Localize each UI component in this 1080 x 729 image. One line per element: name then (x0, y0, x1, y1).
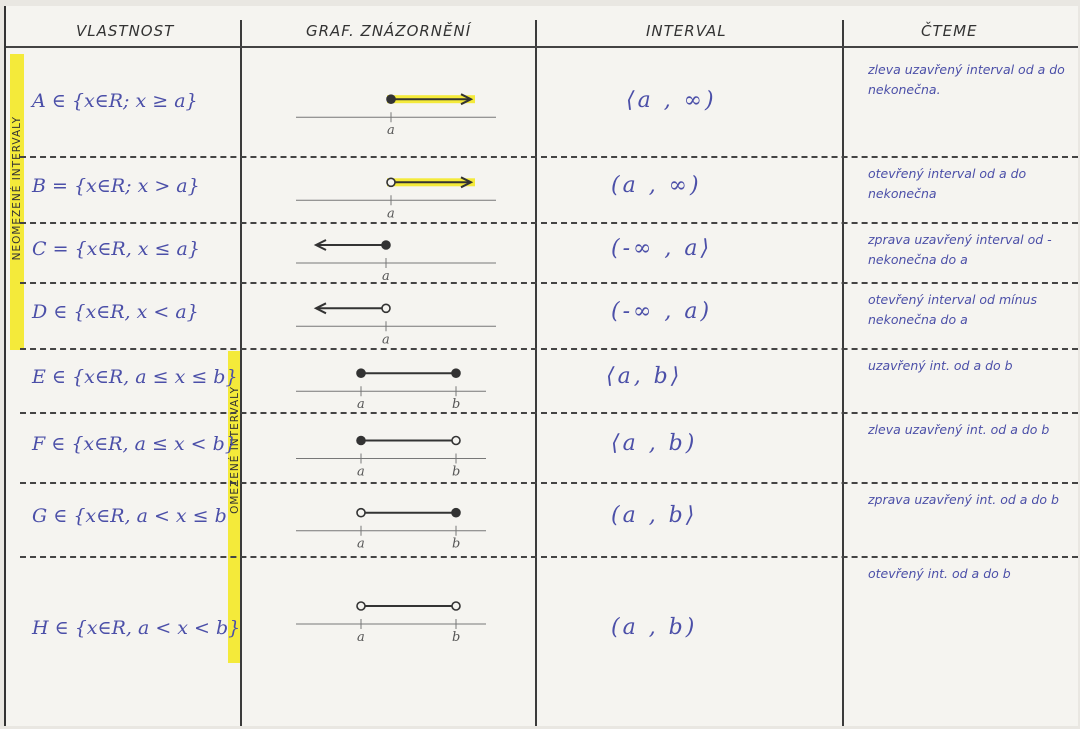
closed-endpoint (451, 368, 461, 379)
open-endpoint (356, 507, 366, 518)
reading-text: zleva uzavřený interval od a do nekonečn… (868, 62, 1065, 97)
reading-text: uzavřený int. od a do b (868, 358, 1013, 373)
endpoint-label: a (357, 465, 365, 480)
row-separator (20, 282, 1078, 284)
arrow-left-icon (313, 302, 327, 315)
reading-text: otevřený interval od a do nekonečna (868, 166, 1027, 201)
closed-endpoint (356, 435, 366, 446)
open-endpoint (381, 303, 391, 314)
endpoint-label: a (387, 206, 395, 221)
highlight-bounded (228, 351, 242, 663)
open-endpoint (356, 601, 366, 611)
interval-notation: (a , b) (611, 615, 698, 640)
property-formula: G ∈ {x∈R, a < x ≤ b (32, 505, 227, 527)
property-formula: E ∈ {x∈R, a ≤ x ≤ b} (32, 366, 238, 388)
property-formula: F ∈ {x∈R, a ≤ x < b} (32, 433, 237, 455)
row-separator (20, 348, 1078, 350)
number-line-graph: a (296, 93, 496, 138)
closed-endpoint (386, 94, 396, 105)
header-property: VLASTNOST (76, 22, 175, 40)
header-reading: ČTEME (921, 22, 978, 40)
endpoint-label: b (452, 397, 460, 412)
endpoint-label: b (452, 465, 460, 480)
property-formula: H ∈ {x∈R, a < x < b} (32, 617, 241, 639)
endpoint-label: b (452, 630, 460, 645)
endpoint-label: a (357, 630, 365, 645)
column-divider (842, 20, 844, 726)
arrow-left-icon (313, 239, 327, 251)
column-divider (535, 20, 537, 726)
endpoint-label: a (387, 123, 395, 138)
open-endpoint (451, 601, 461, 611)
open-endpoint (386, 177, 396, 188)
endpoint-label: a (382, 332, 390, 347)
open-endpoint (451, 435, 461, 446)
property-formula: B = {x∈R; x > a} (32, 175, 200, 197)
reading-text: zprava uzavřený int. od a do b (868, 492, 1059, 507)
property-formula: C = {x∈R, x ≤ a} (32, 238, 200, 260)
reading-text: otevřený int. od a do b (868, 566, 1011, 581)
closed-endpoint (381, 240, 391, 250)
arrow-right-icon (460, 93, 474, 106)
number-line-graph: a (296, 302, 496, 347)
closed-endpoint (356, 368, 366, 379)
header-graph: GRAF. ZNÁZORNĚNÍ (306, 22, 472, 40)
interval-notation: (a , ∞) (611, 173, 702, 198)
row-separator (20, 412, 1078, 414)
side-label-unbounded: NEOMEZENÉ INTERVALY (11, 116, 23, 261)
number-line-graph: a (296, 239, 496, 284)
reading-text: otevřený interval od mínus nekonečna do … (868, 292, 1037, 327)
endpoint-label: a (382, 269, 390, 284)
header-rule (6, 46, 1078, 48)
interval-notation: (-∞ , a⟩ (611, 236, 713, 261)
row-separator (20, 222, 1078, 224)
reading-text: zprava uzavřený interval od -nekonečna d… (868, 232, 1052, 267)
interval-notation: ⟨a , ∞) (626, 88, 717, 113)
interval-notation: (-∞ , a) (611, 299, 713, 324)
interval-notation: ⟨a , b) (611, 431, 698, 456)
header-interval: INTERVAL (646, 22, 727, 40)
property-formula: A ∈ {x∈R; x ≥ a} (32, 90, 198, 112)
row-separator (20, 556, 1078, 558)
row-separator (20, 482, 1078, 484)
interval-notation: (a , b⟩ (611, 503, 698, 528)
endpoint-label: a (357, 537, 365, 552)
row-separator (20, 156, 1078, 158)
endpoint-label: a (357, 397, 365, 412)
notebook-page: NEOMEZENÉ INTERVALY OMEZENÉ INTERVALY VL… (4, 6, 1078, 726)
arrow-right-icon (460, 176, 474, 189)
highlight-unbounded (10, 54, 24, 350)
column-divider (240, 20, 242, 726)
endpoint-label: b (452, 537, 460, 552)
number-line-graph: a (296, 176, 496, 221)
closed-endpoint (451, 507, 461, 518)
property-formula: D ∈ {x∈R, x < a} (32, 301, 199, 323)
interval-notation: ⟨a, b⟩ (606, 364, 683, 389)
reading-text: zleva uzavřený int. od a do b (868, 422, 1050, 437)
